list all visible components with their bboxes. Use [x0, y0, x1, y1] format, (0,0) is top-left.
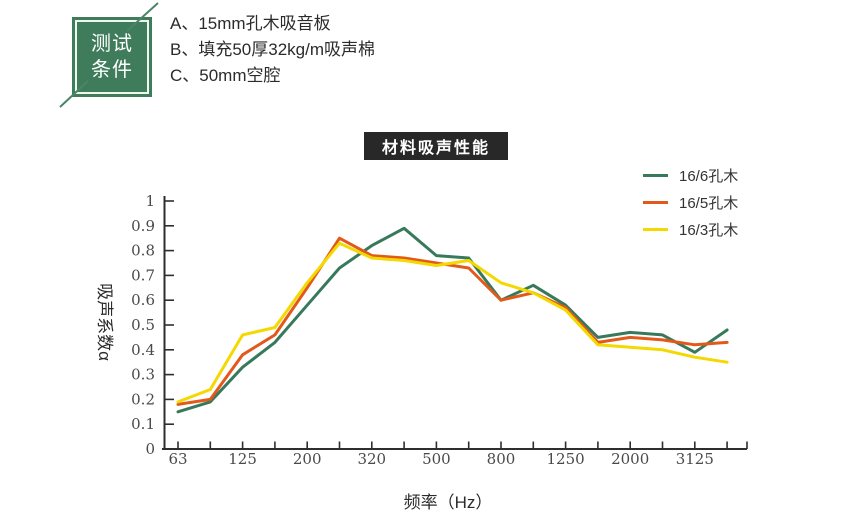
x-tick-label: 500: [422, 450, 451, 468]
x-tick-label: 3125: [676, 450, 714, 468]
y-tick-label: 0.2: [131, 390, 155, 408]
y-tick-label: 1: [145, 192, 155, 210]
y-tick-label: 0.4: [131, 341, 155, 359]
axes: [162, 196, 747, 450]
y-tick-label: 0.1: [131, 415, 155, 433]
condition-line: C、50mm空腔: [170, 66, 281, 85]
y-axis-title: 吸声系数α: [95, 283, 114, 361]
y-tick-label: 0.8: [131, 242, 155, 260]
x-tick-label: 63: [168, 450, 187, 468]
x-tick-label: 125: [228, 450, 257, 468]
condition-list: A、15mm孔木吸音板 B、填充50厚32kg/m吸声棉 C、50mm空腔: [170, 11, 375, 89]
legend-line-swatch: [643, 201, 668, 204]
legend-label: 16/5孔木: [679, 195, 739, 212]
legend-line-swatch: [643, 174, 668, 177]
x-axis-title: 频率（Hz）: [404, 493, 493, 512]
x-tick-label: 200: [293, 450, 322, 468]
chart-title-bar: 材料吸声性能: [364, 132, 508, 160]
y-tick-label: 0.6: [131, 291, 155, 309]
x-tick-label: 320: [357, 450, 386, 468]
legend-line-swatch: [643, 228, 668, 231]
condition-line: A、15mm孔木吸音板: [170, 14, 331, 33]
y-tick-label: 0.3: [131, 366, 155, 384]
x-tick-label: 1250: [547, 450, 585, 468]
badge-corner-decoration: [59, 2, 159, 108]
y-tick-label: 0.9: [131, 217, 155, 235]
y-tick-label: 0: [145, 440, 155, 458]
badge-inner-border: [75, 20, 149, 94]
badge-text: 测试 条件: [91, 31, 133, 83]
legend-label: 16/6孔木: [679, 168, 739, 185]
x-tick-label: 800: [487, 450, 516, 468]
y-tick-label: 0.5: [131, 316, 155, 334]
legend-item: 16/6孔木: [643, 162, 738, 189]
legend-item: 16/3孔木: [643, 216, 738, 243]
legend-item: 16/5孔木: [643, 189, 738, 216]
condition-line: B、填充50厚32kg/m吸声棉: [170, 40, 375, 59]
chart-title: 材料吸声性能: [381, 140, 490, 157]
x-tick-label: 2000: [611, 450, 649, 468]
badge-line-1: 测试: [91, 33, 133, 55]
series-line-16/5孔木: [176, 236, 729, 406]
legend-label: 16/3孔木: [679, 222, 739, 239]
badge-line-2: 条件: [91, 59, 133, 81]
legend: 16/6孔木 16/5孔木 16/3孔木: [643, 162, 738, 243]
series-line-16/6孔木: [176, 226, 729, 414]
y-tick-label: 0.7: [131, 266, 155, 284]
series-line-16/3孔木: [176, 241, 729, 404]
